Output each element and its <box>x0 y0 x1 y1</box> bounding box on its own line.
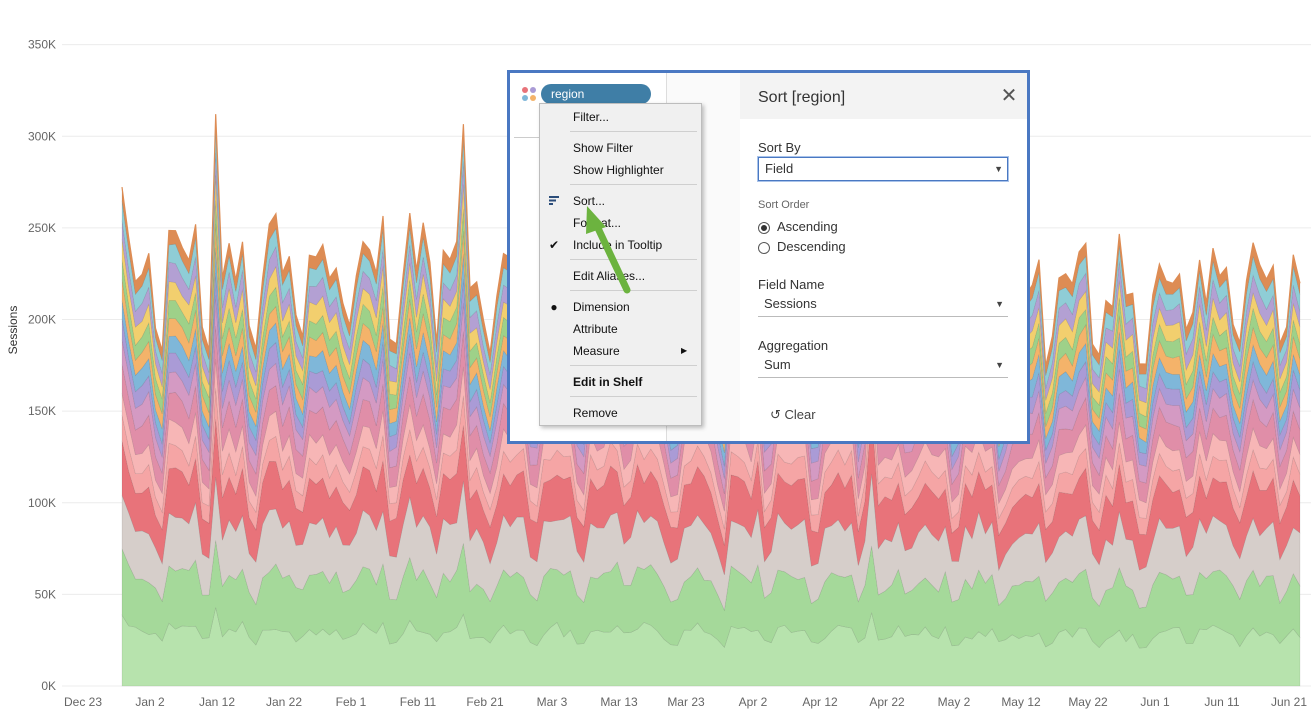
chevron-down-icon: ▼ <box>995 299 1004 309</box>
field-name-label: Field Name <box>758 277 825 292</box>
x-tick-label: Feb 21 <box>466 695 504 709</box>
check-icon: ✔ <box>548 238 560 252</box>
x-tick-label: Feb 11 <box>400 695 437 709</box>
menu-item-show-filter[interactable]: Show Filter <box>540 138 701 158</box>
descending-radio[interactable]: Descending <box>758 238 846 256</box>
chevron-right-icon: ▶ <box>681 346 688 355</box>
field-name-value: Sessions <box>764 296 817 311</box>
aggregation-select[interactable]: Sum ▼ <box>758 354 1008 378</box>
x-tick-label: Jun 21 <box>1271 695 1307 709</box>
menu-item-remove[interactable]: Remove <box>540 403 701 423</box>
context-menu: Filter... Show Filter Show Highlighter S… <box>539 103 702 426</box>
menu-item-label: Measure <box>573 344 620 358</box>
sort-by-select[interactable]: Field ▼ <box>758 157 1008 181</box>
menu-item-label: Format... <box>573 216 622 230</box>
menu-item-format[interactable]: Format... <box>540 213 701 233</box>
x-tick-label: Mar 23 <box>667 695 705 709</box>
menu-separator <box>570 131 697 132</box>
close-icon[interactable]: ✕ <box>1000 85 1018 107</box>
sort-by-value: Field <box>765 161 794 176</box>
y-tick-label: 0K <box>41 679 56 693</box>
menu-separator <box>570 259 697 260</box>
x-tick-label: Apr 12 <box>802 695 838 709</box>
menu-item-filter[interactable]: Filter... <box>540 107 701 127</box>
field-name-select[interactable]: Sessions ▼ <box>758 293 1008 317</box>
menu-item-dimension[interactable]: ● Dimension <box>540 297 701 317</box>
x-tick-label: Jun 11 <box>1204 695 1239 709</box>
menu-item-include-in-tooltip[interactable]: ✔ Include in Tooltip <box>540 235 701 255</box>
y-tick-label: 50K <box>35 587 56 601</box>
aggregation-value: Sum <box>764 357 791 372</box>
menu-separator <box>570 365 697 366</box>
menu-item-label: Filter... <box>573 110 610 124</box>
sort-dialog-frame: region Sort [region] ✕ Sort By Field ▼ S… <box>507 70 1030 444</box>
menu-item-label: Edit in Shelf <box>573 375 643 389</box>
chevron-down-icon: ▼ <box>994 164 1003 174</box>
chevron-down-icon: ▼ <box>995 360 1004 370</box>
menu-item-label: Show Highlighter <box>573 163 664 177</box>
aggregation-label: Aggregation <box>758 338 829 353</box>
descending-label: Descending <box>777 239 846 254</box>
x-tick-label: Apr 22 <box>869 695 905 709</box>
color-mark-icon <box>522 87 538 103</box>
menu-item-measure[interactable]: Measure ▶ <box>540 341 701 361</box>
radio-selected-icon <box>758 221 770 234</box>
undo-icon: ↺ <box>770 407 781 422</box>
menu-item-label: Sort... <box>573 194 606 208</box>
sort-title: Sort [region] <box>758 89 846 106</box>
clear-button[interactable]: ↺ Clear <box>770 407 816 423</box>
ascending-radio[interactable]: Ascending <box>758 218 838 236</box>
x-tick-label: Mar 3 <box>537 695 568 709</box>
menu-item-label: Remove <box>573 406 618 420</box>
sort-panel: Sort [region] ✕ Sort By Field ▼ Sort Ord… <box>740 73 1027 441</box>
x-tick-label: Feb 1 <box>336 695 367 709</box>
menu-item-edit-aliases[interactable]: Edit Aliases... <box>540 266 701 286</box>
menu-item-label: Include in Tooltip <box>573 238 663 252</box>
menu-item-label: Show Filter <box>573 141 634 155</box>
y-tick-label: 200K <box>28 313 56 327</box>
menu-item-label: Edit Aliases... <box>573 269 646 283</box>
y-tick-label: 100K <box>28 496 56 510</box>
x-tick-label: Jan 12 <box>199 695 235 709</box>
sort-icon <box>547 191 561 211</box>
ascending-label: Ascending <box>777 219 838 234</box>
x-tick-label: Mar 13 <box>600 695 638 709</box>
sort-by-label: Sort By <box>758 140 801 155</box>
x-tick-label: Apr 2 <box>739 695 768 709</box>
x-tick-label: Jan 2 <box>135 695 165 709</box>
y-axis-title: Sessions <box>6 306 20 355</box>
x-tick-label: May 12 <box>1001 695 1041 709</box>
radio-unselected-icon <box>758 241 770 254</box>
x-tick-label: Jun 1 <box>1140 695 1170 709</box>
menu-item-label: Attribute <box>573 322 618 336</box>
y-tick-label: 150K <box>28 404 56 418</box>
menu-separator <box>570 396 697 397</box>
menu-item-sort[interactable]: Sort... <box>540 191 701 211</box>
menu-item-label: Dimension <box>573 300 630 314</box>
x-tick-label: May 2 <box>938 695 971 709</box>
y-tick-label: 300K <box>28 129 56 143</box>
y-tick-label: 250K <box>28 221 56 235</box>
x-tick-label: May 22 <box>1068 695 1108 709</box>
menu-separator <box>570 290 697 291</box>
bullet-icon: ● <box>550 300 558 314</box>
y-tick-label: 350K <box>28 38 56 52</box>
clear-label: Clear <box>784 407 816 422</box>
menu-item-attribute[interactable]: Attribute <box>540 319 701 339</box>
menu-item-show-highlighter[interactable]: Show Highlighter <box>540 160 701 180</box>
menu-separator <box>570 184 697 185</box>
region-pill[interactable]: region <box>541 84 651 104</box>
sort-header: Sort [region] ✕ <box>740 73 1027 119</box>
x-tick-label: Jan 22 <box>266 695 302 709</box>
sort-order-label: Sort Order <box>758 199 810 211</box>
x-tick-label: Dec 23 <box>64 695 102 709</box>
menu-item-edit-in-shelf[interactable]: Edit in Shelf <box>540 372 701 392</box>
